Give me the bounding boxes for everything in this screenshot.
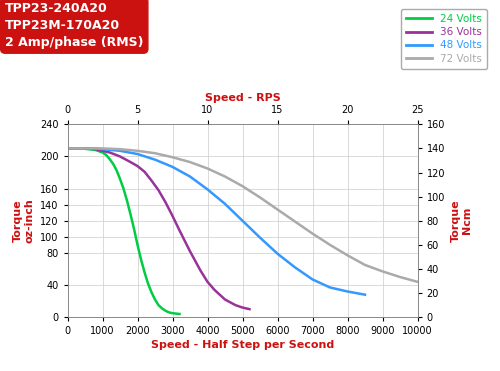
X-axis label: Speed - RPS: Speed - RPS (204, 93, 281, 103)
X-axis label: Speed - Half Step per Second: Speed - Half Step per Second (151, 341, 334, 350)
Y-axis label: Torque
oz-inch: Torque oz-inch (13, 198, 34, 243)
Y-axis label: Torque
Ncm: Torque Ncm (450, 200, 472, 242)
Text: TPP23-240A20
TPP23M-170A20
2 Amp/phase (RMS): TPP23-240A20 TPP23M-170A20 2 Amp/phase (… (5, 2, 143, 49)
Legend: 24 Volts, 36 Volts, 48 Volts, 72 Volts: 24 Volts, 36 Volts, 48 Volts, 72 Volts (400, 9, 488, 69)
